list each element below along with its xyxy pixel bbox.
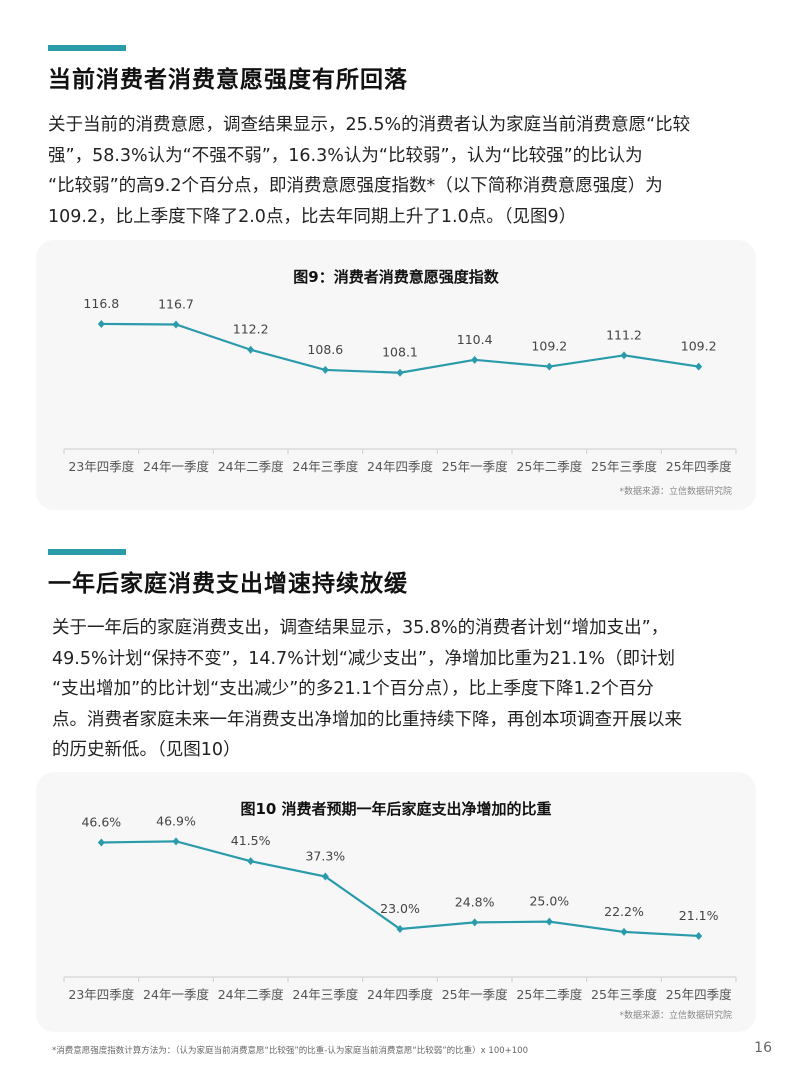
data-point <box>97 319 105 328</box>
chart-title: 图9：消费者消费意愿强度指数 <box>293 268 499 286</box>
section-paragraph: 关于一年后的家庭消费支出，调查结果显示，35.8%的消费者计划“增加支出”， 49… <box>52 613 682 766</box>
data-point <box>545 362 553 371</box>
chart-panel-fig10: 图10 消费者预期一年后家庭支出净增加的比重 46.6% 23年四季度 46.9% 2… <box>36 772 756 1032</box>
paragraph-line: 49.5%计划“保持不变”，14.7%计划“减少支出”，净增加比重为21.1%（… <box>52 648 676 669</box>
data-label: 109.2 <box>681 339 717 354</box>
data-label: 109.2 <box>531 339 567 354</box>
x-tick-label: 25年四季度 <box>666 987 732 1002</box>
x-tick-label: 24年一季度 <box>143 459 209 474</box>
footnote: *消费意愿强度指数计算方法为：（认为家庭当前消费意愿“比较强”的比重-认为家庭当… <box>52 1046 528 1056</box>
paragraph-line: 109.2，比上季度下降了2.0点，比去年同期上升了1.0点。（见图9） <box>48 206 577 227</box>
x-tick-label: 25年一季度 <box>442 459 508 474</box>
data-point <box>321 365 329 374</box>
data-label: 25.0% <box>529 894 569 909</box>
x-tick-label: 23年四季度 <box>68 459 134 474</box>
paragraph-line: “支出增加”的比计划“支出减少”的多21.1个百分点），比上季度下降1.2个百分 <box>52 679 654 699</box>
data-point <box>620 927 628 936</box>
paragraph-line: “比较弱”的高9.2个百分点，即消费意愿强度指数*（以下简称消费意愿强度）为 <box>48 176 663 196</box>
chart-source: *数据来源：立信数据研究院 <box>619 1011 732 1021</box>
x-tick-label: 24年三季度 <box>292 987 358 1002</box>
page-number: 16 <box>754 1040 772 1056</box>
data-label: 23.0% <box>380 901 420 916</box>
data-label: 108.1 <box>382 345 418 360</box>
data-point <box>247 857 255 866</box>
data-point <box>695 931 703 940</box>
data-point <box>396 924 404 933</box>
chart-source: *数据来源：立信数据研究院 <box>619 487 732 497</box>
x-tick-label: 24年三季度 <box>292 459 358 474</box>
section-accent-bar <box>48 45 126 51</box>
data-point <box>695 362 703 371</box>
data-label: 22.2% <box>604 904 644 919</box>
x-tick-label: 25年三季度 <box>591 987 657 1002</box>
series-line <box>101 840 699 938</box>
section-paragraph: 关于当前的消费意愿，调查结果显示，25.5%的消费者认为家庭当前消费意愿“比较强… <box>48 110 690 232</box>
data-label: 112.2 <box>233 322 269 337</box>
data-label: 46.9% <box>156 813 196 828</box>
x-tick-label: 25年二季度 <box>516 459 582 474</box>
data-point <box>247 345 255 354</box>
section-accent-bar <box>48 549 126 555</box>
x-tick-label: 24年二季度 <box>218 987 284 1002</box>
x-tick-label: 25年四季度 <box>666 459 732 474</box>
data-label: 116.7 <box>158 297 194 312</box>
data-point <box>471 918 479 927</box>
x-tick-label: 25年三季度 <box>591 459 657 474</box>
section-title: 一年后家庭消费支出增速持续放缓 <box>48 571 408 597</box>
data-label: 108.6 <box>307 342 343 357</box>
data-point <box>172 320 180 329</box>
data-point <box>545 917 553 926</box>
data-label: 24.8% <box>455 894 495 909</box>
chart-panel-fig9: 图9：消费者消费意愿强度指数 116.8 23年四季度 116.7 24年一季度 112… <box>36 240 756 510</box>
data-label: 116.8 <box>83 296 119 311</box>
chart-title: 图10 消费者预期一年后家庭支出净增加的比重 <box>240 800 552 818</box>
data-point <box>471 355 479 364</box>
line-chart-fig9: 116.8 23年四季度 116.7 24年一季度 112.2 24年二季度 108.6 24… <box>63 296 737 474</box>
x-tick-label: 24年四季度 <box>367 987 433 1002</box>
x-tick-label: 25年二季度 <box>516 987 582 1002</box>
paragraph-line: 关于当前的消费意愿，调查结果显示，25.5%的消费者认为家庭当前消费意愿“比较 <box>48 115 691 135</box>
paragraph-line: 点。消费者家庭未来一年消费支出净增加的比重持续下降，再创本项调查开展以来 <box>52 709 682 730</box>
x-tick-label: 23年四季度 <box>68 987 134 1002</box>
data-point <box>97 838 105 847</box>
data-point <box>396 368 404 377</box>
data-label: 110.4 <box>457 332 493 347</box>
x-tick-label: 25年一季度 <box>442 987 508 1002</box>
data-point <box>172 837 180 846</box>
section-title: 当前消费者消费意愿强度有所回落 <box>48 67 408 93</box>
line-chart-fig10: 46.6% 23年四季度 46.9% 24年一季度 41.5% 24年二季度 37.3% 24… <box>63 813 737 1002</box>
data-label: 37.3% <box>305 849 345 864</box>
data-label: 46.6% <box>81 814 121 829</box>
x-tick-label: 24年一季度 <box>143 987 209 1002</box>
x-tick-label: 24年四季度 <box>367 459 433 474</box>
data-label: 21.1% <box>679 908 719 923</box>
paragraph-line: 关于一年后的家庭消费支出，调查结果显示，35.8%的消费者计划“增加支出”， <box>52 618 669 638</box>
paragraph-line: 的历史新低。（见图10） <box>52 740 241 760</box>
data-point <box>620 351 628 360</box>
data-label: 111.2 <box>606 327 642 342</box>
data-label: 41.5% <box>231 833 271 848</box>
x-tick-label: 24年二季度 <box>218 459 284 474</box>
data-point <box>321 872 329 881</box>
paragraph-line: 强”，58.3%认为“不强不弱”，16.3%认为“比较弱”，认为“比较强”的比认… <box>48 145 643 166</box>
